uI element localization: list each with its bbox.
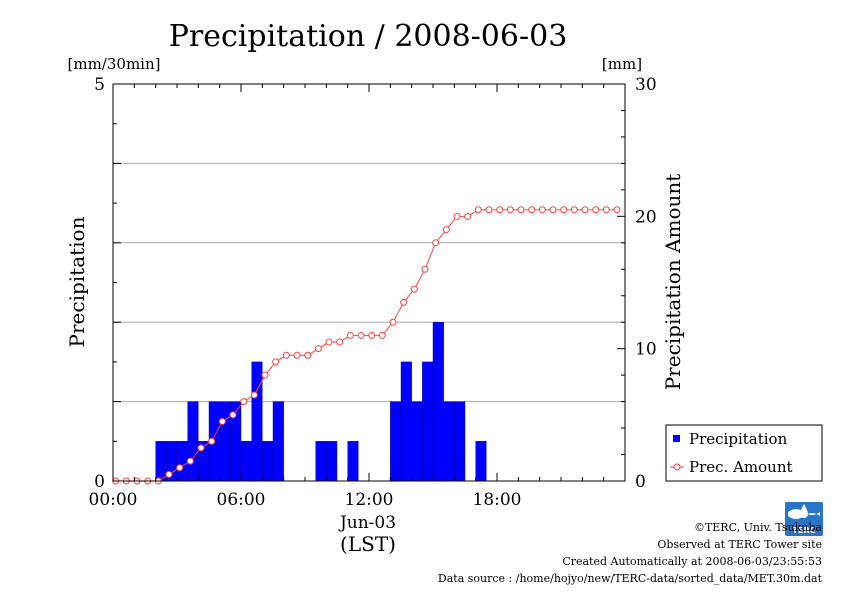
amount-point [442, 226, 450, 234]
amount-point [474, 206, 482, 214]
precipitation-bar [422, 361, 434, 482]
precipitation-bar [155, 441, 167, 482]
right-unit-label: [mm] [602, 55, 642, 73]
amount-point [506, 206, 514, 214]
precipitation-bar [400, 361, 412, 482]
left-axis-label: Precipitation [65, 216, 89, 347]
precipitation-bar [454, 401, 466, 482]
precipitation-bar [262, 441, 274, 482]
precipitation-bar [443, 401, 455, 482]
amount-point [378, 331, 386, 339]
axis-ticks: 00:00 06:00 12:00 18:00 0 5 0 10 20 30 [89, 75, 657, 510]
precipitation-bar [219, 401, 231, 482]
x-tick-label: 00:00 [89, 490, 138, 510]
left-y-tick-label: 5 [94, 75, 105, 95]
precipitation-bar [272, 401, 284, 482]
amount-point [250, 391, 258, 399]
legend: Precipitation Prec. Amount [665, 424, 823, 482]
x-tick-label: 18:00 [473, 490, 522, 510]
amount-point [314, 345, 322, 353]
amount-point [240, 398, 248, 406]
amount-point [346, 331, 354, 339]
amount-point [592, 206, 600, 214]
amount-point [453, 212, 461, 220]
amount-point [549, 206, 557, 214]
precipitation-bar [187, 401, 199, 482]
amount-point [165, 470, 173, 478]
x-date-label: Jun-03 [338, 513, 396, 533]
precipitation-bar [390, 401, 402, 482]
amount-point [528, 206, 536, 214]
amount-point [389, 318, 397, 326]
amount-point [410, 285, 418, 293]
precipitation-bar [432, 322, 444, 482]
amount-point [368, 331, 376, 339]
amount-point [400, 298, 408, 306]
amount-point [485, 206, 493, 214]
right-y-tick-label: 10 [635, 340, 657, 360]
precipitation-bar [315, 441, 327, 482]
precipitation-bar [411, 401, 423, 482]
amount-point [432, 239, 440, 247]
amount-line [112, 206, 621, 485]
amount-point [229, 411, 237, 419]
precipitation-bar [475, 441, 487, 482]
precipitation-bar [251, 361, 263, 482]
left-unit-label: [mm/30min] [68, 55, 161, 73]
right-y-tick-label: 30 [635, 75, 657, 95]
droplet-icon [800, 504, 808, 518]
chart-title: Precipitation / 2008-06-03 [169, 19, 568, 54]
x-timezone-label: (LST) [340, 532, 396, 556]
amount-point [517, 206, 525, 214]
amount-point [496, 206, 504, 214]
amount-point [613, 206, 621, 214]
terc-logo-text: TERC [793, 526, 816, 535]
amount-point [186, 457, 194, 465]
legend-label-amount: Prec. Amount [689, 458, 793, 476]
x-tick-label: 12:00 [345, 490, 394, 510]
amount-point [293, 351, 301, 359]
legend-marker-amount [673, 463, 681, 471]
amount-point [272, 358, 280, 366]
amount-point [464, 212, 472, 220]
amount-point [218, 417, 226, 425]
footer-created: Created Automatically at 2008-06-03/23:5… [562, 555, 822, 568]
legend-box [665, 424, 823, 482]
amount-point [581, 206, 589, 214]
grid-lines [113, 162, 625, 403]
precipitation-bar [347, 441, 359, 482]
precipitation-bar [240, 441, 252, 482]
amount-point [421, 265, 429, 273]
legend-marker-precipitation [673, 435, 680, 442]
amount-point [176, 464, 184, 472]
right-axis-label: Precipitation Amount [661, 174, 685, 391]
amount-point [261, 371, 269, 379]
amount-point [560, 206, 568, 214]
amount-point [304, 351, 312, 359]
left-y-tick-label: 0 [94, 472, 105, 492]
precipitation-bar [176, 441, 188, 482]
amount-point [602, 206, 610, 214]
amount-point [336, 338, 344, 346]
amount-point [570, 206, 578, 214]
amount-point [357, 331, 365, 339]
legend-label-precipitation: Precipitation [689, 430, 788, 448]
right-y-tick-label: 20 [635, 207, 657, 227]
amount-point [538, 206, 546, 214]
precipitation-bar [326, 441, 338, 482]
footer-copyright: ©TERC, Univ. Tsukuba [693, 521, 822, 534]
amount-point [208, 437, 216, 445]
terc-logo: TERC [785, 502, 823, 536]
right-y-tick-label: 0 [635, 472, 646, 492]
amount-point [282, 351, 290, 359]
amount-point [325, 338, 333, 346]
footer-source: Data source : /home/hojyo/new/TERC-data/… [437, 572, 822, 585]
amount-point [197, 444, 205, 452]
x-tick-label: 06:00 [217, 490, 266, 510]
footer-observed: Observed at TERC Tower site [657, 538, 822, 551]
